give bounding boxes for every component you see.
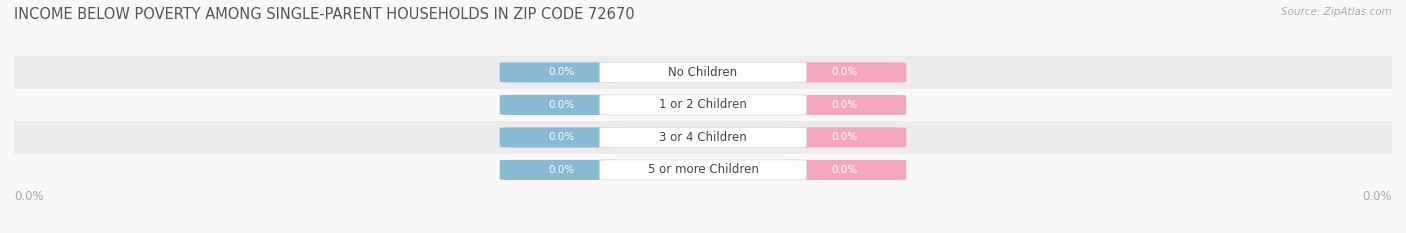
FancyBboxPatch shape	[7, 94, 1399, 116]
Text: 5 or more Children: 5 or more Children	[648, 163, 758, 176]
FancyBboxPatch shape	[782, 127, 907, 147]
Text: 0.0%: 0.0%	[1362, 190, 1392, 203]
FancyBboxPatch shape	[499, 160, 624, 180]
Bar	[14, 89, 1392, 121]
Text: 0.0%: 0.0%	[831, 165, 858, 175]
Text: 0.0%: 0.0%	[548, 165, 575, 175]
Text: 1 or 2 Children: 1 or 2 Children	[659, 98, 747, 111]
Text: No Children: No Children	[668, 66, 738, 79]
Text: 0.0%: 0.0%	[548, 67, 575, 77]
Text: INCOME BELOW POVERTY AMONG SINGLE-PARENT HOUSEHOLDS IN ZIP CODE 72670: INCOME BELOW POVERTY AMONG SINGLE-PARENT…	[14, 7, 634, 22]
Bar	[14, 154, 1392, 186]
Text: 0.0%: 0.0%	[831, 100, 858, 110]
FancyBboxPatch shape	[7, 127, 1399, 148]
FancyBboxPatch shape	[7, 159, 1399, 181]
Text: 0.0%: 0.0%	[831, 67, 858, 77]
Text: 0.0%: 0.0%	[548, 132, 575, 142]
Text: 3 or 4 Children: 3 or 4 Children	[659, 131, 747, 144]
Bar	[14, 121, 1392, 154]
FancyBboxPatch shape	[599, 160, 807, 180]
FancyBboxPatch shape	[599, 95, 807, 115]
FancyBboxPatch shape	[7, 62, 1399, 83]
FancyBboxPatch shape	[499, 127, 624, 147]
FancyBboxPatch shape	[782, 95, 907, 115]
FancyBboxPatch shape	[499, 95, 624, 115]
Text: 0.0%: 0.0%	[831, 132, 858, 142]
Text: 0.0%: 0.0%	[548, 100, 575, 110]
Text: 0.0%: 0.0%	[14, 190, 44, 203]
Bar	[14, 56, 1392, 89]
FancyBboxPatch shape	[599, 127, 807, 147]
FancyBboxPatch shape	[599, 62, 807, 82]
Text: Source: ZipAtlas.com: Source: ZipAtlas.com	[1281, 7, 1392, 17]
FancyBboxPatch shape	[782, 62, 907, 82]
FancyBboxPatch shape	[782, 160, 907, 180]
FancyBboxPatch shape	[499, 62, 624, 82]
